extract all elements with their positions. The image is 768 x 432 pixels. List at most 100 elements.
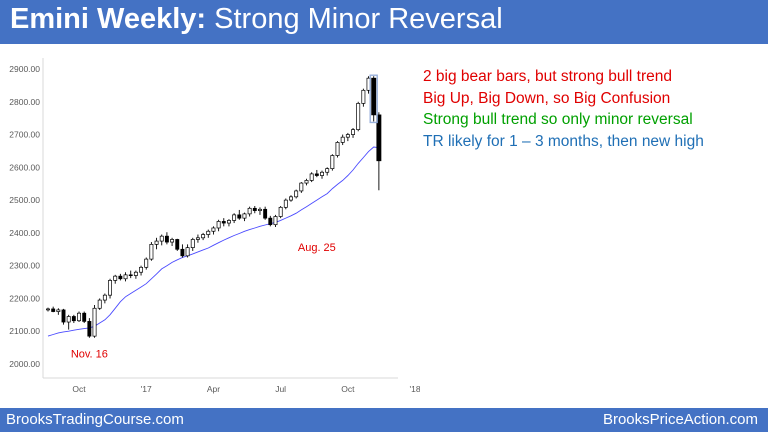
y-tick-label: 2500.00 (9, 195, 40, 205)
bull-candle-body (170, 239, 175, 243)
bull-candle-body (361, 89, 366, 104)
y-tick-label: 2400.00 (9, 228, 40, 238)
footer-right-site: BrooksPriceAction.com (602, 411, 758, 428)
candle (345, 132, 350, 142)
note-trading-range: TR likely for 1 – 3 months, then new hig… (423, 132, 704, 150)
bull-candle-body (247, 207, 252, 215)
axis-layer (42, 58, 398, 379)
candle (361, 88, 366, 107)
candle (335, 141, 340, 158)
candle (133, 270, 138, 279)
candle (185, 244, 190, 258)
x-tick-label: Apr (207, 384, 220, 394)
bull-candle-body (340, 136, 345, 143)
bull-candle-body (56, 309, 61, 312)
bear-candle-body (371, 77, 377, 116)
candle (227, 219, 231, 227)
bull-candle-body (320, 171, 324, 176)
y-tick-label: 2700.00 (9, 130, 40, 140)
candle (263, 206, 268, 220)
x-tick-label: '17 (141, 384, 152, 394)
bull-candle-body (102, 294, 107, 301)
x-tick-label: Jul (275, 384, 286, 394)
commentary-notes: 2 big bear bars, but strong bull trend B… (423, 66, 763, 152)
bull-candle-body (309, 173, 314, 181)
bear-candle-body (252, 207, 257, 211)
bull-candle-body (294, 190, 299, 198)
date-annotation: Aug. 25 (298, 242, 336, 254)
candle (304, 178, 309, 186)
bull-candle-body (144, 258, 149, 268)
y-tick-label: 2600.00 (9, 162, 40, 172)
bear-candle-body (180, 248, 185, 257)
candle (237, 209, 242, 220)
bull-candle-body (206, 230, 211, 235)
candle (268, 215, 273, 227)
title-rest: Strong Minor Reversal (206, 3, 503, 35)
note-bear-bars: 2 big bear bars, but strong bull trend (423, 68, 673, 85)
bull-candle-body (108, 280, 112, 296)
candle (320, 170, 324, 179)
bull-candle-body (185, 247, 190, 257)
candle (247, 206, 252, 217)
candle (149, 242, 154, 261)
candle (232, 213, 237, 224)
candle (283, 198, 288, 210)
bull-candle-body (345, 134, 350, 138)
candle (314, 169, 319, 178)
candle (46, 307, 50, 312)
bear-candle-body (128, 274, 133, 276)
bull-candle-body (335, 142, 340, 156)
bull-candle-body (278, 206, 283, 217)
candle (309, 172, 314, 183)
candle (71, 314, 76, 324)
bull-candle-body (149, 244, 154, 260)
candle (252, 206, 257, 214)
bull-candle-body (227, 220, 231, 224)
x-tick-label: Oct (341, 384, 355, 394)
candle (278, 206, 283, 219)
bull-candle-body (242, 213, 247, 219)
bear-candle-body (51, 308, 56, 312)
candle (164, 232, 169, 245)
candle (195, 234, 200, 243)
y-tick-label: 2100.00 (9, 326, 40, 336)
bull-candle-body (299, 182, 304, 192)
candle (211, 226, 216, 235)
bull-candle-body (195, 237, 200, 240)
bull-candle-body (325, 168, 330, 173)
y-tick-label: 2000.00 (9, 359, 40, 369)
bull-candle-body (113, 275, 118, 281)
bull-candle-body (154, 240, 159, 245)
candle (154, 237, 159, 250)
note-big-confusion: Big Up, Big Down, so Big Confusion (423, 89, 671, 107)
y-tick-label: 2800.00 (9, 97, 40, 107)
y-tick-labels: 2000.00 2100.00 2200.00 2300.00 2400.00 2500.… (9, 64, 40, 369)
candle (175, 238, 180, 251)
y-tick-label: 2900.00 (9, 64, 40, 74)
bear-candle-body (118, 275, 123, 280)
candle (77, 311, 81, 323)
bull-candle-body (159, 235, 164, 242)
bear-candle-body (263, 208, 268, 219)
note-minor-reversal: Strong bull trend so only minor reversal (423, 111, 693, 128)
x-tick-label: Oct (72, 384, 86, 394)
bear-candle-body (237, 214, 242, 219)
title-bar: Emini Weekly: Strong Minor Reversal (0, 0, 768, 44)
bull-candle-body (304, 180, 309, 184)
candle (376, 112, 382, 191)
bull-candle-body (258, 208, 262, 211)
candle (113, 274, 118, 284)
moving-average-layer (47, 146, 379, 337)
bear-candle-body (71, 316, 76, 322)
candle (82, 311, 87, 324)
y-tick-label: 2300.00 (9, 261, 40, 271)
bear-candle-body (314, 173, 319, 176)
candle (51, 306, 56, 313)
candle (371, 76, 377, 122)
candle (273, 214, 278, 227)
candle (61, 308, 66, 325)
candle (123, 272, 128, 282)
candle (56, 308, 61, 315)
y-tick-label: 2200.00 (9, 293, 40, 303)
